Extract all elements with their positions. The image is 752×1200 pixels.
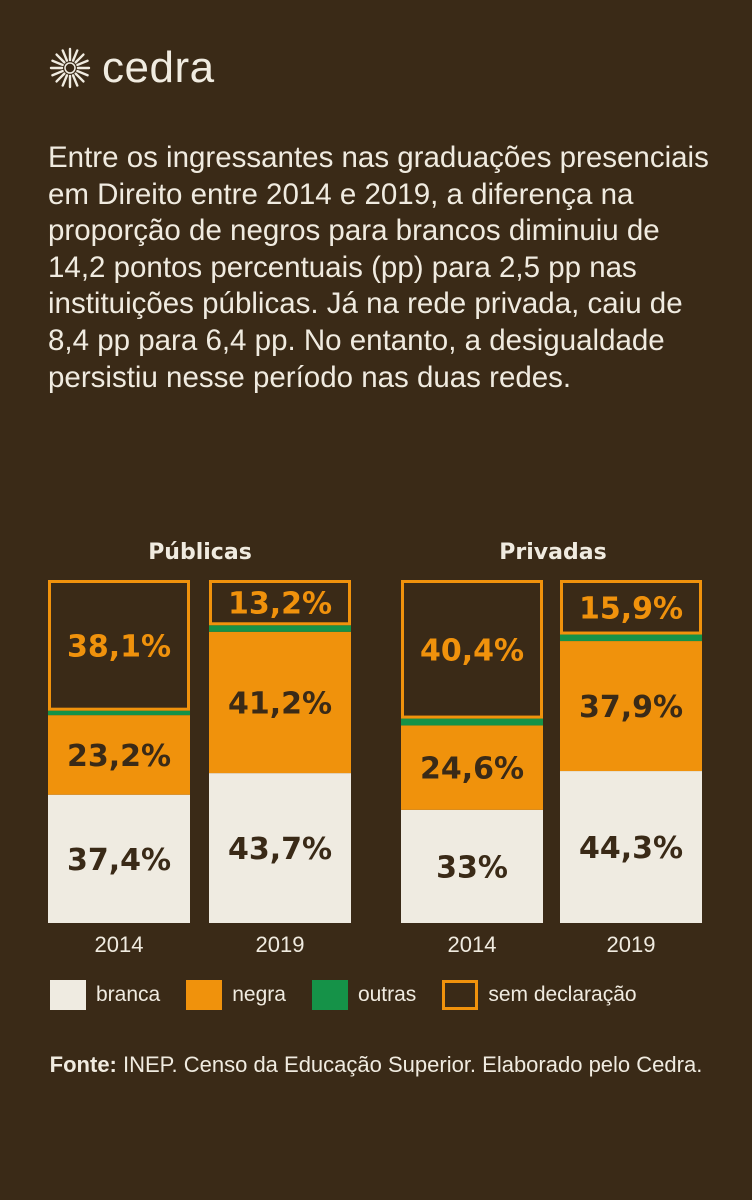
sun-ray <box>55 72 66 83</box>
data-label-branca-2019: 43,7% <box>228 832 332 867</box>
bar-sem-declaracao-2014 <box>401 580 543 719</box>
legend-label-outras: outras <box>357 983 417 1006</box>
sun-ray <box>71 49 79 62</box>
legend-label-sem-declaracao: sem declaração <box>488 983 637 1006</box>
x-tick-label-2019: 2019 <box>256 932 305 957</box>
sun-ray <box>74 53 85 64</box>
sun-icon <box>49 47 91 89</box>
intro-paragraph: Entre os ingressantes nas graduações pre… <box>48 141 709 394</box>
x-tick-label-2014: 2014 <box>448 932 497 957</box>
brand-name: cedra <box>102 43 215 92</box>
data-label-negra-2014: 23,2% <box>67 739 171 774</box>
cedra-logo: cedra <box>48 42 215 94</box>
bar-branca-2019 <box>209 773 351 923</box>
data-label-sem-declaracao-2019: 15,9% <box>579 591 683 626</box>
sun-ray <box>74 72 85 83</box>
legend-item-sem-declaracao: sem declaração <box>442 980 637 1010</box>
bar-outras-2019 <box>209 625 351 632</box>
sun-ray <box>71 74 79 87</box>
legend: branca negra outras sem declaração <box>50 980 710 1010</box>
data-label-sem-declaracao-2014: 38,1% <box>67 629 171 664</box>
bar-negra-2019 <box>560 641 702 772</box>
sun-ray <box>61 49 69 62</box>
data-label-sem-declaracao-2014: 40,4% <box>420 633 524 668</box>
bar-outras-2014 <box>48 710 190 716</box>
bar-sem-declaracao-2014 <box>48 580 190 711</box>
sun-ray <box>61 74 69 87</box>
source-text: INEP. Censo da Educação Superior. Elabor… <box>123 1052 703 1077</box>
data-label-negra-2014: 24,6% <box>420 752 524 787</box>
bar-negra-2014 <box>48 715 190 795</box>
panel-title-publicas: Públicas <box>148 540 252 565</box>
bar-branca-2014 <box>401 809 543 923</box>
x-tick-label-2014: 2014 <box>95 932 144 957</box>
bar-sem-declaracao-2019 <box>560 580 702 635</box>
legend-swatch-branca <box>50 980 86 1010</box>
sun-ray <box>76 69 89 77</box>
bar-negra-2014 <box>401 725 543 810</box>
data-label-branca-2014: 37,4% <box>67 843 171 878</box>
panel-title-privadas: Privadas <box>499 540 607 565</box>
bar-outras-2019 <box>560 634 702 642</box>
legend-item-outras: outras <box>311 980 417 1010</box>
data-label-sem-declaracao-2019: 13,2% <box>228 587 332 622</box>
source-prefix: Fonte: <box>49 1052 117 1077</box>
bar-branca-2014 <box>48 794 190 923</box>
legend-item-branca: branca <box>50 980 160 1010</box>
data-label-branca-2014: 33% <box>436 850 508 885</box>
source-note: Fonte: INEP. Censo da Educação Superior.… <box>40 1050 712 1080</box>
legend-item-negra: negra <box>186 980 286 1010</box>
data-label-negra-2019: 37,9% <box>579 690 683 725</box>
bar-branca-2019 <box>560 771 702 923</box>
sun-ray <box>51 59 64 67</box>
legend-label-branca: branca <box>96 983 161 1006</box>
bar-sem-declaracao-2019 <box>209 580 351 626</box>
data-label-branca-2019: 44,3% <box>579 831 683 866</box>
x-tick-label-2019: 2019 <box>607 932 656 957</box>
sun-ray <box>76 59 89 67</box>
sun-ray <box>51 69 64 77</box>
legend-label-negra: negra <box>232 983 286 1006</box>
legend-swatch-negra <box>186 980 223 1010</box>
sun-ray <box>55 53 66 64</box>
bar-outras-2014 <box>401 718 543 726</box>
legend-swatch-outras <box>311 980 348 1010</box>
data-label-negra-2019: 41,2% <box>228 686 332 721</box>
legend-swatch-sem-declaracao <box>442 980 479 1010</box>
bar-negra-2019 <box>209 631 351 774</box>
